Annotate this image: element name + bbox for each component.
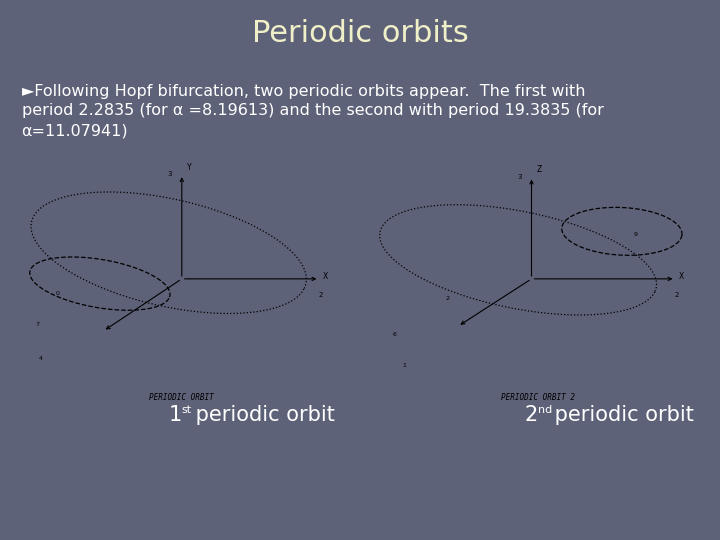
Text: Periodic orbits: Periodic orbits (251, 19, 469, 48)
Text: X: X (679, 272, 684, 281)
Text: 2: 2 (446, 296, 450, 301)
Text: 4: 4 (39, 356, 43, 361)
Text: 6: 6 (392, 332, 396, 337)
Text: Y: Y (186, 163, 192, 172)
Text: periodic orbit: periodic orbit (548, 405, 693, 425)
Text: 2: 2 (525, 405, 539, 425)
Text: nd: nd (539, 405, 552, 415)
Text: 0: 0 (55, 292, 59, 296)
Text: Z: Z (536, 165, 541, 174)
Text: periodic orbit: periodic orbit (189, 405, 335, 425)
Text: 1: 1 (402, 363, 406, 368)
Text: 9: 9 (634, 232, 637, 237)
Text: 7: 7 (36, 322, 40, 327)
Text: PERIODIC ORBIT: PERIODIC ORBIT (150, 393, 214, 402)
Text: 2: 2 (675, 292, 680, 298)
Text: st: st (181, 405, 192, 415)
Text: 3: 3 (517, 174, 521, 180)
Text: 3: 3 (168, 171, 172, 177)
Text: 1: 1 (168, 405, 181, 425)
Text: 2: 2 (319, 292, 323, 298)
Text: ►Following Hopf bifurcation, two periodic orbits appear.  The first with
period : ►Following Hopf bifurcation, two periodi… (22, 84, 603, 138)
Text: X: X (323, 272, 328, 281)
Text: PERIODIC ORBIT 2: PERIODIC ORBIT 2 (501, 393, 575, 402)
